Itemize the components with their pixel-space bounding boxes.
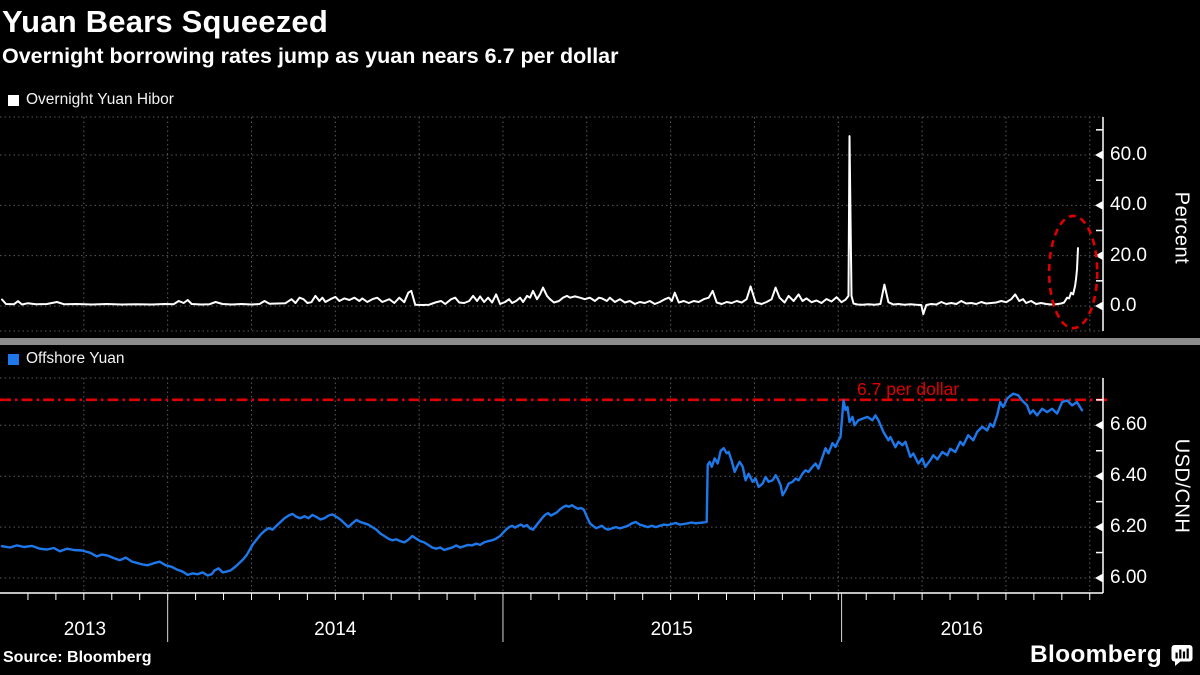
yuan-legend-swatch-icon — [8, 353, 19, 365]
percent-tick-label: 40.0 — [1110, 194, 1147, 216]
offshore-yuan-line — [0, 392, 1084, 577]
usdcnh-tick-label: 6.20 — [1110, 516, 1147, 538]
yuan-legend-label: Offshore Yuan — [26, 350, 125, 367]
spike-highlight-ellipse — [1047, 214, 1099, 330]
bloomberg-bubble-chart-icon — [1171, 644, 1193, 666]
hibor-legend-label: Overnight Yuan Hibor — [26, 91, 174, 108]
usdcnh-major-tick — [1095, 522, 1103, 532]
page-subtitle: Overnight borrowing rates jump as yuan n… — [2, 44, 619, 68]
y-axis-title-percent: Percent — [1170, 191, 1193, 265]
source-credit: Source: Bloomberg — [3, 649, 152, 666]
y-axis-title-usdcnh: USD/CNH — [1170, 438, 1193, 534]
usdcnh-tick-label: 6.40 — [1110, 465, 1147, 487]
x-axis-year-label: 2015 — [650, 619, 693, 640]
legend-offshore-yuan: Offshore Yuan — [8, 350, 125, 368]
percent-major-tick — [1095, 150, 1103, 160]
usdcnh-tick-label: 6.00 — [1110, 567, 1147, 588]
x-axis-year-label: 2013 — [63, 619, 107, 640]
x-axis-year-label: 2016 — [940, 619, 983, 640]
reference-line-label: 6.7 per dollar — [857, 378, 960, 399]
bloomberg-logo-text: Bloomberg — [1029, 641, 1162, 668]
bloomberg-logo: Bloomberg — [1030, 641, 1194, 669]
hibor-legend-swatch-icon — [8, 94, 19, 106]
usdcnh-major-tick — [1095, 420, 1103, 430]
x-axis-year-label: 2014 — [314, 619, 357, 640]
percent-major-tick — [1095, 301, 1103, 311]
usdcnh-major-tick — [1095, 471, 1103, 481]
panel-separator — [0, 338, 1200, 345]
percent-tick-label: 60.0 — [1110, 144, 1147, 165]
usdcnh-major-tick — [1095, 573, 1103, 583]
overnight-yuan-hibor-line — [1, 135, 1079, 316]
percent-tick-label: 0.0 — [1110, 295, 1137, 316]
percent-major-tick — [1095, 251, 1103, 261]
percent-tick-label: 20.0 — [1110, 244, 1147, 266]
legend-hibor: Overnight Yuan Hibor — [8, 91, 174, 109]
page-title: Yuan Bears Squeezed — [2, 4, 328, 39]
percent-major-tick — [1095, 200, 1103, 210]
usdcnh-tick-label: 6.60 — [1110, 414, 1147, 436]
